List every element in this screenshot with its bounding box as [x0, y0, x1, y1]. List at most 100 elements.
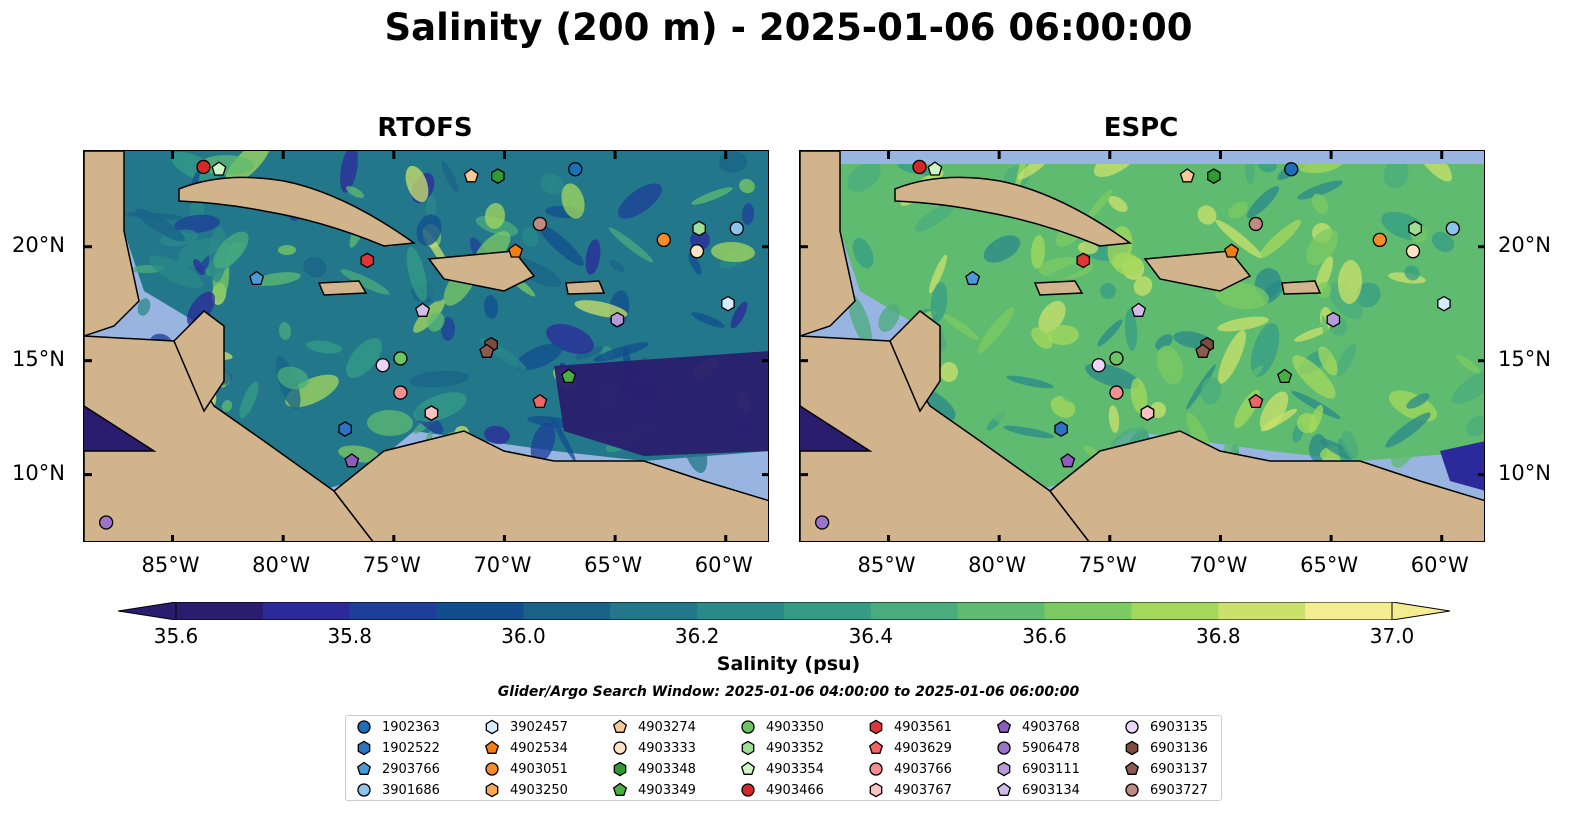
- float-marker-4903629[interactable]: [532, 393, 548, 409]
- legend-marker-circle[interactable]: [997, 741, 1011, 755]
- legend-marker-pentagon[interactable]: [356, 761, 372, 775]
- legend-marker-circle[interactable]: [869, 762, 883, 776]
- float-marker-4903352[interactable]: [692, 220, 706, 237]
- legend-marker-hexagon[interactable]: [485, 719, 499, 735]
- float-marker-6903111[interactable]: [1326, 311, 1341, 328]
- float-marker-6903135[interactable]: [1091, 358, 1106, 373]
- legend-marker-circle[interactable]: [485, 762, 499, 776]
- float-marker-3901686[interactable]: [1445, 221, 1460, 236]
- float-marker-4903051[interactable]: [656, 232, 671, 248]
- legend-marker-circle[interactable]: [357, 720, 371, 734]
- legend-entry: 6903136: [1124, 740, 1208, 756]
- legend-marker-circle[interactable]: [613, 741, 627, 755]
- float-marker-4903352[interactable]: [1408, 220, 1422, 237]
- panel-title-espc: ESPC: [1103, 113, 1179, 143]
- lon-tick-label: 75°W: [1078, 553, 1137, 577]
- float-marker-5906478[interactable]: [814, 515, 830, 530]
- float-marker-4903349[interactable]: [1277, 368, 1293, 384]
- legend-marker-hexagon[interactable]: [869, 719, 883, 735]
- legend-marker-pentagon[interactable]: [612, 782, 628, 796]
- land-cuba: [178, 176, 417, 247]
- float-marker-4903768[interactable]: [1060, 453, 1076, 468]
- land-puerto-rico: [565, 280, 606, 295]
- colorbar-bin: [436, 602, 524, 620]
- legend-entry: 2903766: [356, 761, 440, 777]
- float-marker-4903333[interactable]: [1405, 244, 1421, 259]
- float-marker-4903348[interactable]: [1207, 168, 1221, 184]
- float-marker-4903333[interactable]: [689, 244, 705, 259]
- float-marker-4903768[interactable]: [344, 453, 360, 468]
- float-marker-6903135[interactable]: [375, 358, 390, 373]
- colorbar-bin: [1131, 602, 1219, 620]
- legend-marker-circle[interactable]: [357, 783, 371, 797]
- float-marker-6903727[interactable]: [1248, 216, 1264, 232]
- float-marker-6903137[interactable]: [1195, 343, 1211, 358]
- legend-marker-circle[interactable]: [1125, 783, 1139, 797]
- float-marker-4903466[interactable]: [912, 159, 927, 175]
- float-marker-1902363[interactable]: [1284, 162, 1299, 177]
- float-marker-6903134[interactable]: [1131, 302, 1147, 317]
- colorbar-tick-label: 36.2: [674, 624, 720, 648]
- colorbar-bin: [349, 602, 438, 620]
- legend-marker-hexagon[interactable]: [357, 740, 371, 756]
- float-marker-4903354[interactable]: [211, 161, 227, 176]
- legend-marker-pentagon[interactable]: [740, 761, 756, 775]
- legend-marker-hexagon[interactable]: [741, 740, 755, 756]
- float-marker-3902457[interactable]: [721, 295, 735, 312]
- legend-marker-hexagon[interactable]: [1125, 740, 1139, 756]
- float-marker-2903766[interactable]: [965, 270, 981, 286]
- legend-marker-pentagon[interactable]: [996, 719, 1012, 733]
- legend-label: 3901686: [382, 782, 440, 798]
- float-marker-6903134[interactable]: [415, 302, 431, 317]
- legend-marker-circle[interactable]: [741, 783, 755, 797]
- float-marker-3902457[interactable]: [1437, 295, 1451, 312]
- float-marker-4903349[interactable]: [561, 368, 577, 384]
- legend-marker-pentagon[interactable]: [484, 740, 500, 754]
- colorbar: [118, 602, 1450, 620]
- float-marker-3901686[interactable]: [729, 221, 744, 236]
- map-panel-espc[interactable]: [799, 150, 1485, 542]
- float-marker-4903767[interactable]: [1140, 405, 1155, 421]
- float-marker-6903727[interactable]: [532, 216, 548, 232]
- legend-entry: 4903629: [868, 740, 952, 756]
- float-marker-4903274[interactable]: [463, 168, 479, 183]
- legend-entry: 4903051: [484, 761, 568, 777]
- float-marker-5906478[interactable]: [98, 515, 114, 530]
- float-marker-1902522[interactable]: [338, 421, 352, 437]
- colorbar-tick-label: 36.4: [848, 624, 894, 648]
- float-marker-4903766[interactable]: [1109, 385, 1124, 400]
- legend-marker-hexagon[interactable]: [485, 782, 499, 798]
- legend-marker-hexagon[interactable]: [613, 761, 627, 777]
- legend-marker-pentagon[interactable]: [1124, 761, 1140, 775]
- float-marker-6903111[interactable]: [610, 311, 625, 328]
- legend-marker-circle[interactable]: [741, 720, 755, 734]
- float-marker-1902522[interactable]: [1054, 421, 1068, 437]
- float-marker-4903767[interactable]: [424, 405, 439, 421]
- float-marker-4903350[interactable]: [1109, 351, 1124, 366]
- float-marker-1902363[interactable]: [568, 162, 583, 177]
- legend-entry: 4903354: [740, 761, 824, 777]
- colorbar-tick-label: 35.6: [153, 624, 199, 648]
- float-marker-4903561[interactable]: [360, 252, 375, 269]
- legend-marker-pentagon[interactable]: [868, 740, 884, 754]
- legend-marker-circle[interactable]: [1125, 720, 1139, 734]
- legend-marker-hexagon[interactable]: [869, 782, 883, 798]
- float-marker-6903137[interactable]: [479, 343, 495, 358]
- colorbar-bin: [1305, 602, 1393, 620]
- float-marker-4903274[interactable]: [1179, 168, 1195, 183]
- float-marker-4903466[interactable]: [196, 159, 211, 175]
- map-panel-rtofs[interactable]: [83, 150, 769, 542]
- legend-marker-hexagon[interactable]: [997, 761, 1011, 777]
- legend-marker-pentagon[interactable]: [996, 782, 1012, 796]
- float-marker-4903561[interactable]: [1076, 252, 1091, 269]
- float-marker-4903766[interactable]: [393, 385, 408, 400]
- float-marker-4903051[interactable]: [1372, 232, 1387, 248]
- float-marker-4903350[interactable]: [393, 351, 408, 366]
- float-marker-4903629[interactable]: [1248, 393, 1264, 409]
- float-marker-2903766[interactable]: [249, 270, 265, 286]
- float-marker-4903354[interactable]: [927, 161, 943, 176]
- legend-marker-pentagon[interactable]: [612, 719, 628, 733]
- float-marker-4902534[interactable]: [508, 243, 524, 258]
- float-marker-4902534[interactable]: [1224, 243, 1240, 258]
- float-marker-4903348[interactable]: [491, 168, 505, 184]
